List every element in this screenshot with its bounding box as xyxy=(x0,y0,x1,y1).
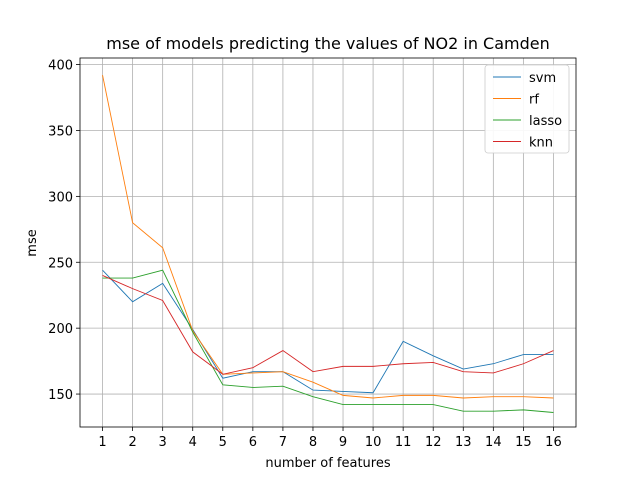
series-line-rf xyxy=(102,75,554,399)
legend: svm rf lasso knn xyxy=(484,64,570,154)
y-axis-label: mse xyxy=(25,229,40,256)
legend-label-svm: svm xyxy=(529,71,556,86)
legend-label-rf: rf xyxy=(529,93,539,108)
x-tick-label: 8 xyxy=(309,435,317,450)
series-line-svm xyxy=(102,269,554,394)
x-tick-label: 3 xyxy=(159,435,167,450)
legend-label-lasso: lasso xyxy=(529,114,562,129)
x-tick-label: 6 xyxy=(249,435,257,450)
x-tick-label: 14 xyxy=(485,435,502,450)
series-line-lasso xyxy=(102,269,554,413)
axis-ticks: 1 2 3 4 5 6 7 8 9 10 11 12 13 14 15 1615020025030035040… xyxy=(48,59,562,450)
x-tick-label: 4 xyxy=(189,435,197,450)
x-tick-label: 16 xyxy=(545,435,562,450)
y-tick-label: 250 xyxy=(48,256,73,271)
legend-label-knn: knn xyxy=(529,136,553,151)
x-tick-label: 15 xyxy=(515,435,532,450)
y-tick-label: 200 xyxy=(48,322,73,337)
y-tick-label: 300 xyxy=(48,190,73,205)
y-tick-label: 150 xyxy=(48,388,73,403)
x-axis-label: number of features xyxy=(265,456,390,471)
x-tick-label: 11 xyxy=(395,435,412,450)
x-tick-label: 10 xyxy=(365,435,382,450)
x-tick-label: 1 xyxy=(98,435,106,450)
x-tick-label: 12 xyxy=(425,435,442,450)
x-tick-label: 5 xyxy=(219,435,227,450)
grid xyxy=(80,58,576,427)
x-tick-label: 9 xyxy=(339,435,347,450)
y-tick-label: 350 xyxy=(48,124,73,139)
chart-title: mse of models predicting the values of N… xyxy=(106,34,550,53)
x-tick-label: 7 xyxy=(279,435,287,450)
series-line-knn xyxy=(102,275,554,375)
y-tick-label: 400 xyxy=(48,59,73,74)
x-tick-label: 2 xyxy=(128,435,136,450)
series-lines xyxy=(102,75,554,413)
x-tick-label: 13 xyxy=(455,435,472,450)
legend-box xyxy=(484,64,570,154)
plot-frame xyxy=(79,57,577,428)
